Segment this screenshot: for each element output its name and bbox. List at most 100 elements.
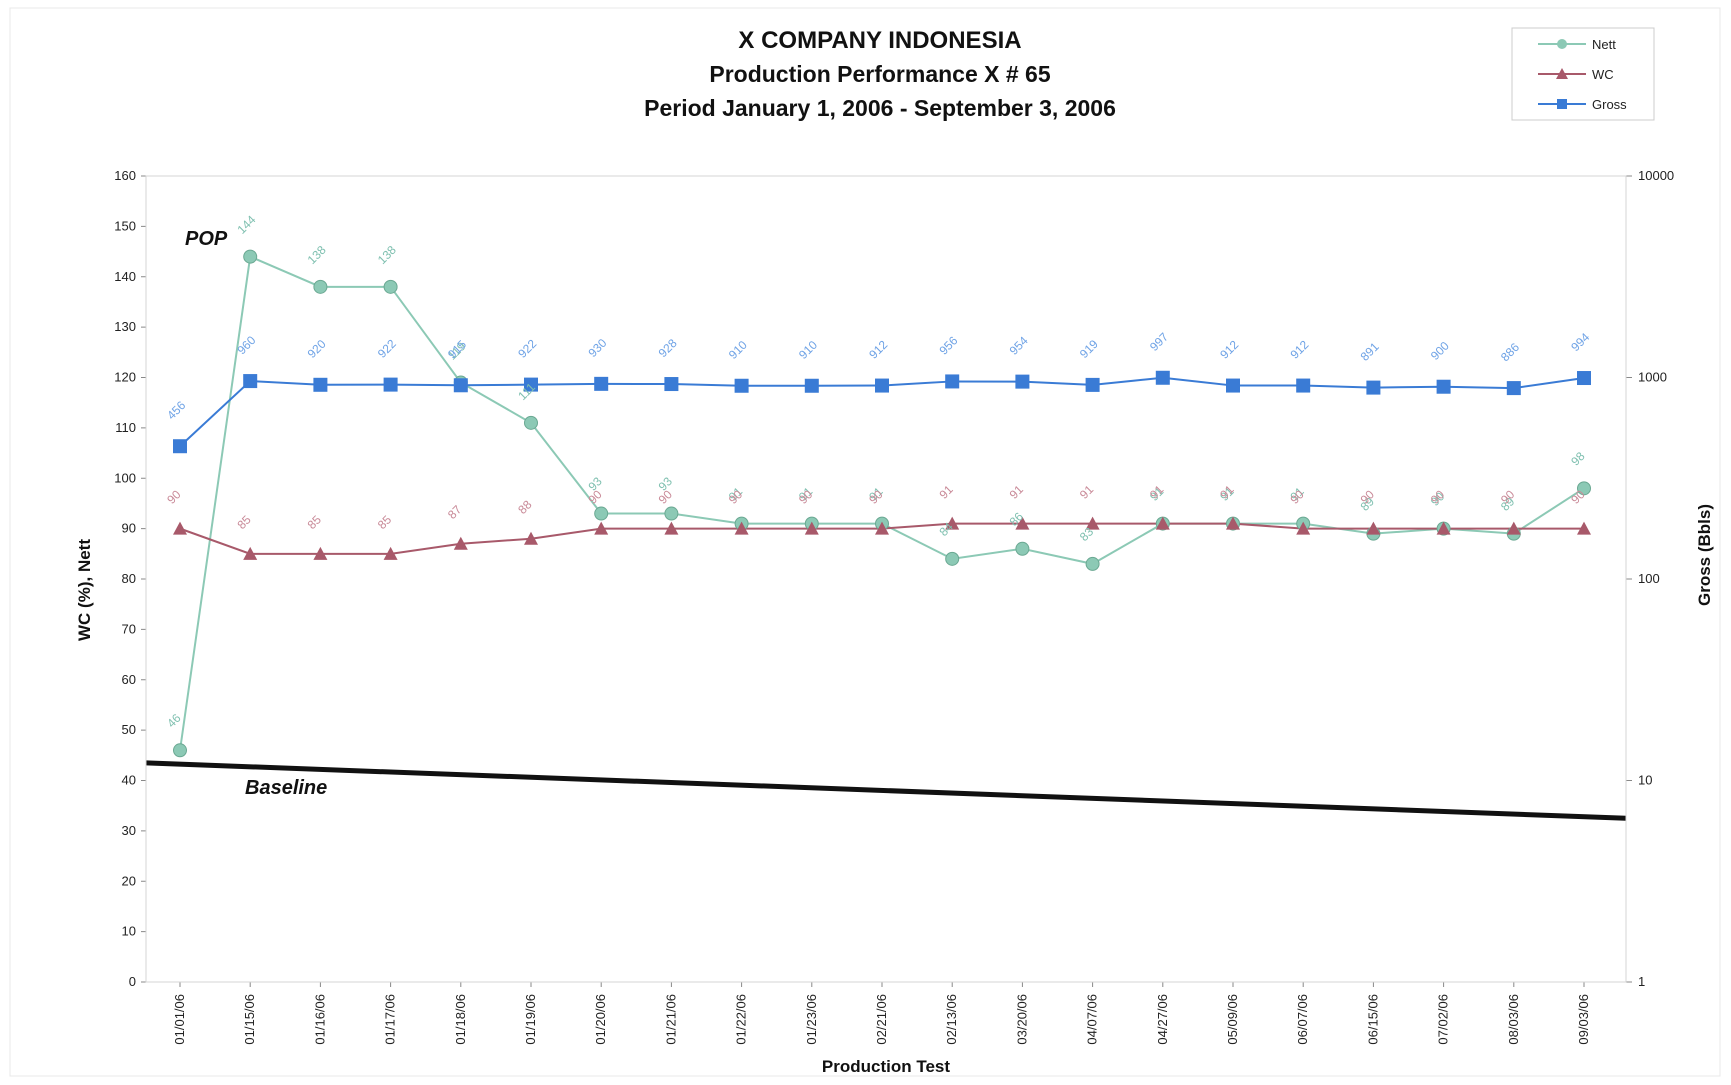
gross-point	[1226, 378, 1240, 393]
wc-point	[1366, 521, 1381, 535]
x-tick-label: 01/01/06	[172, 994, 187, 1045]
left-tick-label: 160	[114, 168, 136, 183]
wc-point	[594, 521, 609, 535]
left-tick-label: 30	[122, 823, 136, 838]
legend-label-wc: WC	[1592, 67, 1614, 82]
x-tick-label: 01/15/06	[242, 994, 257, 1045]
gross-point	[1085, 377, 1100, 392]
wc-point	[243, 546, 258, 560]
wc-point	[804, 521, 819, 535]
gross-point	[1366, 380, 1381, 395]
left-tick-label: 90	[122, 521, 136, 536]
gross-point	[1577, 371, 1591, 386]
nett-point	[1085, 556, 1100, 571]
wc-point	[664, 521, 679, 535]
left-tick-label: 10	[122, 924, 136, 939]
right-tick-label: 1000	[1638, 370, 1667, 385]
gross-point	[734, 378, 749, 393]
nett-point	[383, 279, 398, 294]
gross-point	[1436, 379, 1451, 394]
wc-point	[524, 531, 538, 545]
gross-point	[173, 439, 187, 454]
chart-subtitle: Production Performance X # 65	[709, 61, 1050, 87]
y-axis-left-title: WC (%), Nett	[75, 539, 94, 641]
wc-point	[1226, 516, 1240, 530]
x-tick-label: 08/03/06	[1506, 994, 1521, 1045]
wc-point	[383, 546, 398, 560]
left-tick-label: 100	[114, 470, 136, 485]
left-tick-label: 20	[122, 873, 136, 888]
left-tick-label: 140	[114, 269, 136, 284]
x-tick-label: 05/09/06	[1225, 994, 1240, 1045]
legend-label-gross: Gross	[1592, 97, 1627, 112]
x-tick-label: 01/20/06	[593, 994, 608, 1045]
right-tick-label: 1	[1638, 974, 1645, 989]
nett-point	[1015, 541, 1030, 556]
legend-marker-nett	[1557, 39, 1567, 49]
gross-point	[313, 377, 328, 392]
x-tick-label: 01/16/06	[312, 994, 327, 1045]
gross-point	[1506, 381, 1521, 396]
legend-marker-wc	[1556, 68, 1568, 79]
gross-point	[664, 377, 679, 392]
plot-frame	[145, 175, 1627, 983]
annotation-baseline: Baseline	[245, 777, 327, 799]
y-axis-right-title: Gross (Bbls)	[1695, 504, 1714, 606]
wc-point	[173, 521, 187, 535]
nett-point	[524, 415, 538, 430]
x-tick-label: 04/07/06	[1085, 994, 1100, 1045]
x-tick-label: 02/13/06	[944, 994, 959, 1045]
chart-title: X COMPANY INDONESIA	[738, 27, 1021, 54]
gross-point	[804, 378, 819, 393]
x-tick-label: 03/20/06	[1014, 994, 1029, 1045]
left-tick-label: 120	[114, 370, 136, 385]
x-tick-label: 01/21/06	[663, 994, 678, 1045]
x-tick-label: 01/22/06	[734, 994, 749, 1045]
wc-point	[1155, 516, 1170, 530]
right-tick-label: 10	[1638, 773, 1652, 788]
wc-point	[453, 536, 468, 550]
x-tick-label: 01/23/06	[804, 994, 819, 1045]
nett-point	[1577, 481, 1591, 496]
legend: Nett WC Gross	[1511, 27, 1655, 121]
chart-period: Period January 1, 2006 - September 3, 20…	[644, 95, 1116, 121]
wc-point	[1436, 521, 1451, 535]
wc-point	[1577, 521, 1591, 535]
left-tick-label: 0	[129, 974, 136, 989]
gross-point	[1296, 378, 1311, 393]
x-tick-label: 07/02/06	[1436, 994, 1451, 1045]
wc-point	[875, 521, 889, 535]
left-tick-label: 110	[115, 420, 136, 435]
left-tick-label: 40	[122, 773, 136, 788]
left-tick-label: 50	[122, 722, 136, 737]
nett-point	[173, 743, 187, 758]
gross-point	[524, 377, 538, 392]
gross-point	[383, 377, 398, 392]
x-tick-label: 06/15/06	[1365, 994, 1380, 1045]
wc-point	[734, 521, 749, 535]
gross-point	[1015, 374, 1030, 389]
nett-point	[243, 249, 258, 264]
left-tick-label: 80	[122, 571, 136, 586]
left-tick-label: 150	[114, 218, 136, 233]
chart-frame	[9, 7, 1721, 1077]
x-tick-label: 04/27/06	[1155, 994, 1170, 1045]
wc-point	[313, 546, 328, 560]
wc-point	[1015, 516, 1030, 530]
gross-point	[243, 374, 258, 389]
nett-point	[945, 551, 960, 566]
legend-label-nett: Nett	[1592, 37, 1616, 52]
nett-point	[664, 506, 679, 521]
baseline-line	[145, 760, 1627, 821]
gross-point	[594, 376, 609, 391]
gross-point	[945, 374, 960, 389]
legend-marker-gross	[1557, 99, 1567, 109]
x-tick-label: 01/18/06	[453, 994, 468, 1045]
right-tick-label: 100	[1638, 571, 1660, 586]
left-tick-label: 130	[114, 319, 136, 334]
nett-point	[313, 279, 328, 294]
right-tick-label: 10000	[1638, 168, 1674, 183]
x-tick-label: 02/21/06	[874, 994, 889, 1045]
gross-point	[453, 378, 468, 393]
